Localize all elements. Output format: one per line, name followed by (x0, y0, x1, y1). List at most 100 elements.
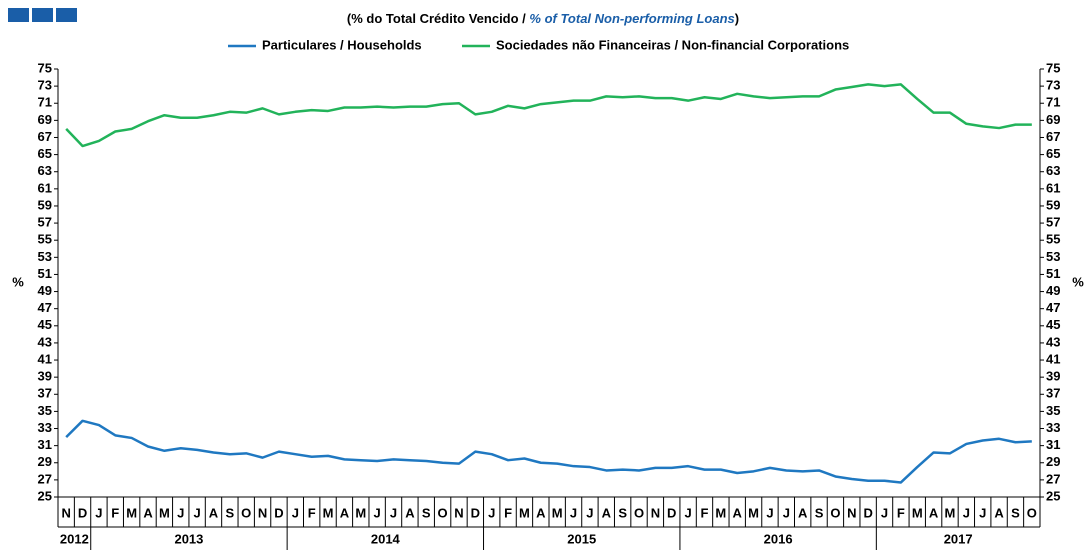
x-tick-label: A (994, 505, 1004, 520)
y-tick-label: 75 (38, 60, 52, 75)
x-tick-label: A (602, 505, 612, 520)
x-tick-label: D (471, 505, 480, 520)
x-tick-label: M (715, 505, 726, 520)
y-tick-label: 35 (38, 403, 52, 418)
y2-tick-label: 51 (1046, 266, 1060, 281)
y-tick-label: 31 (38, 437, 52, 452)
x-tick-label: D (274, 505, 283, 520)
y2-tick-label: 25 (1046, 488, 1060, 503)
y2-tick-label: 75 (1046, 60, 1060, 75)
y-tick-label: 61 (38, 180, 52, 195)
x-tick-label: D (667, 505, 676, 520)
y2-tick-label: 41 (1046, 351, 1060, 366)
y-tick-label: 69 (38, 112, 52, 127)
x-tick-label: M (159, 505, 170, 520)
y2-tick-label: 59 (1046, 197, 1060, 212)
x-tick-label: O (438, 505, 448, 520)
year-label: 2015 (567, 531, 596, 546)
x-tick-label: N (651, 505, 660, 520)
y2-tick-label: 49 (1046, 283, 1060, 298)
year-label: 2014 (371, 531, 401, 546)
y2-tick-label: 53 (1046, 249, 1060, 264)
x-tick-label: N (847, 505, 856, 520)
y-tick-label: 39 (38, 369, 52, 384)
y2-tick-label: 31 (1046, 437, 1060, 452)
x-tick-label: A (340, 505, 350, 520)
title-part: ) (735, 11, 739, 26)
x-tick-label: F (111, 505, 119, 520)
x-tick-label: M (945, 505, 956, 520)
y2-tick-label: 37 (1046, 386, 1060, 401)
x-tick-label: J (684, 505, 691, 520)
y-tick-label: 67 (38, 129, 52, 144)
x-tick-label: J (95, 505, 102, 520)
y-tick-label: 57 (38, 215, 52, 230)
x-tick-label: A (798, 505, 808, 520)
x-tick-label: D (863, 505, 872, 520)
x-tick-label: F (504, 505, 512, 520)
x-tick-label: M (912, 505, 923, 520)
y2-tick-label: 43 (1046, 334, 1060, 349)
y2-tick-label: 65 (1046, 146, 1060, 161)
x-tick-label: N (454, 505, 463, 520)
legend-label: Sociedades não Financeiras / Non-financi… (496, 37, 849, 52)
y-tick-label: 53 (38, 249, 52, 264)
y2-tick-label: 47 (1046, 300, 1060, 315)
title-part: (% do Total Crédito Vencido / (347, 11, 530, 26)
y-tick-label: 55 (38, 232, 52, 247)
x-tick-label: O (634, 505, 644, 520)
y-tick-label: 59 (38, 197, 52, 212)
y2-tick-label: 45 (1046, 317, 1060, 332)
legend-label: Particulares / Households (262, 37, 422, 52)
x-tick-label: S (422, 505, 431, 520)
y-tick-label: 41 (38, 351, 52, 366)
y2-tick-label: 39 (1046, 369, 1060, 384)
x-tick-label: N (258, 505, 267, 520)
year-label: 2016 (764, 531, 793, 546)
x-tick-label: M (323, 505, 334, 520)
y-tick-label: 25 (38, 488, 52, 503)
y-tick-label: 47 (38, 300, 52, 315)
year-label: 2013 (174, 531, 203, 546)
x-tick-label: A (143, 505, 153, 520)
x-tick-label: J (766, 505, 773, 520)
logo (56, 8, 77, 22)
x-tick-label: J (488, 505, 495, 520)
y2-tick-label: 67 (1046, 129, 1060, 144)
x-tick-label: M (355, 505, 366, 520)
x-tick-label: O (830, 505, 840, 520)
y-tick-label: 37 (38, 386, 52, 401)
x-tick-label: J (979, 505, 986, 520)
x-tick-label: A (733, 505, 743, 520)
y2-tick-label: 73 (1046, 78, 1060, 93)
x-tick-label: M (126, 505, 137, 520)
y-tick-label: 33 (38, 420, 52, 435)
x-tick-label: S (618, 505, 627, 520)
x-tick-label: J (390, 505, 397, 520)
y2-tick-label: 71 (1046, 95, 1060, 110)
x-tick-label: J (783, 505, 790, 520)
y2-axis-label: % (1072, 274, 1084, 289)
x-tick-label: F (897, 505, 905, 520)
y-tick-label: 29 (38, 454, 52, 469)
year-label: 2012 (60, 531, 89, 546)
x-tick-label: A (405, 505, 415, 520)
x-tick-label: J (586, 505, 593, 520)
x-tick-label: A (929, 505, 939, 520)
y2-tick-label: 61 (1046, 180, 1060, 195)
x-tick-label: F (701, 505, 709, 520)
year-label: 2017 (944, 531, 973, 546)
x-tick-label: S (226, 505, 235, 520)
x-tick-label: J (177, 505, 184, 520)
logo (8, 8, 29, 22)
series-line (65, 83, 1032, 148)
x-tick-label: J (193, 505, 200, 520)
y2-tick-label: 27 (1046, 471, 1060, 486)
y2-tick-label: 33 (1046, 420, 1060, 435)
x-tick-label: M (748, 505, 759, 520)
y-axis-label: % (12, 274, 24, 289)
y-tick-label: 65 (38, 146, 52, 161)
y-tick-label: 49 (38, 283, 52, 298)
x-tick-label: M (519, 505, 530, 520)
